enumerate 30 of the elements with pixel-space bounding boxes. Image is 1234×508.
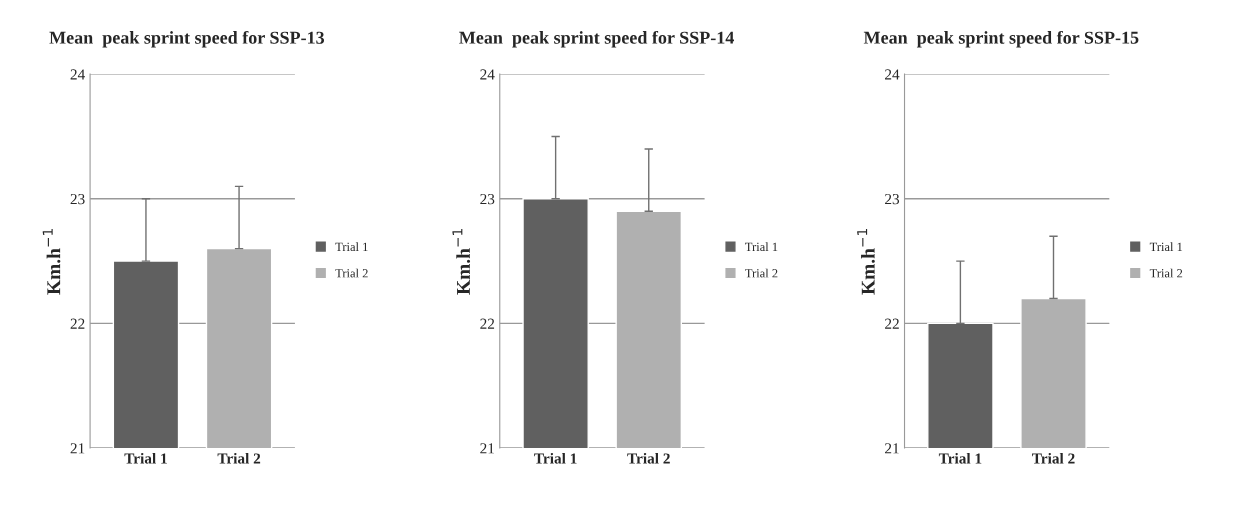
x-tick-label: Trial 2 (1032, 452, 1075, 464)
legend-label: Trial 1 (745, 242, 778, 252)
y-tick-label: 22 (70, 318, 85, 329)
y-tick-label: 21 (885, 443, 899, 454)
y-tick-label: 21 (480, 443, 494, 454)
y-tick-label: 22 (480, 318, 495, 329)
y-tick-label: 23 (480, 193, 495, 205)
legend-label: Trial 1 (1149, 242, 1183, 252)
x-tick-label: Trial 2 (627, 452, 670, 464)
y-tick-label: 23 (70, 193, 85, 205)
y-tick-label: 24 (70, 69, 85, 80)
y-tick-label: 21 (70, 443, 85, 454)
y-tick-label: 24 (885, 69, 900, 80)
x-tick-label: Trial 1 (124, 452, 167, 464)
legend-label: Trial 1 (335, 242, 368, 252)
x-tick-label: Trial 1 (938, 452, 982, 464)
y-axis-title: Km.h$^{−1}$ (452, 229, 471, 295)
legend-label: Trial 2 (335, 268, 368, 278)
x-tick-label: Trial 1 (534, 452, 577, 464)
y-tick-label: 24 (480, 69, 495, 80)
y-tick-label: 22 (885, 318, 899, 329)
chart-title: Mean peak sprint speed for SSP-14 (459, 30, 735, 48)
chart-title: Mean peak sprint speed for SSP-15 (863, 30, 1139, 48)
y-tick-label: 23 (885, 193, 900, 205)
legend-label: Trial 2 (745, 268, 778, 278)
legend-label: Trial 2 (1149, 268, 1183, 278)
chart-title: Mean peak sprint speed for SSP-13 (49, 30, 325, 48)
y-axis-title: Km.h$^{−1}$ (42, 229, 61, 295)
x-tick-label: Trial 2 (217, 452, 261, 464)
y-axis-title: Km.h$^{−1}$ (857, 229, 875, 295)
